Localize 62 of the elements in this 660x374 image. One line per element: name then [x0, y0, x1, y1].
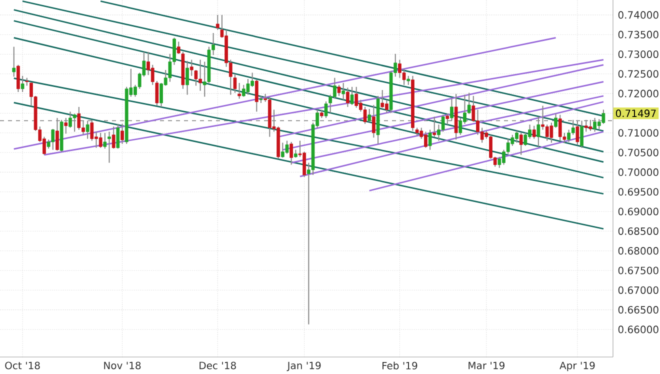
- y-tick-label: 0.73500: [618, 30, 658, 38]
- candlestick: [337, 84, 341, 96]
- candlestick: [176, 41, 180, 54]
- x-tick-label: Jan '19: [286, 362, 321, 372]
- candlestick: [363, 106, 367, 124]
- x-tick-label: Apr '19: [560, 362, 595, 372]
- x-tick-label: Dec '18: [200, 362, 236, 370]
- y-tick-label: 0.72000: [618, 90, 658, 98]
- candlestick: [233, 73, 237, 94]
- candlestick: [346, 87, 350, 108]
- candlestick: [324, 100, 328, 118]
- y-tick-label: 0.74000: [618, 11, 658, 19]
- candlestick: [155, 80, 159, 106]
- candlestick: [406, 75, 410, 86]
- x-tick-label: Nov '18: [104, 362, 141, 370]
- y-tick-label: 0.70500: [618, 148, 658, 156]
- y-tick-label: 0.73000: [618, 50, 658, 58]
- candlestick: [532, 125, 536, 140]
- candlestick: [519, 132, 523, 156]
- candlestick: [550, 122, 554, 144]
- candlestick: [545, 124, 549, 142]
- candlestick: [103, 132, 107, 150]
- y-tick-label: 0.66000: [618, 326, 658, 334]
- candlestick: [16, 64, 20, 93]
- candlestick: [51, 128, 55, 150]
- y-tick-label: 0.69500: [618, 188, 658, 196]
- candlestick: [116, 123, 120, 150]
- candlestick: [254, 79, 258, 112]
- candlestick: [108, 131, 111, 164]
- candlestick: [354, 86, 358, 108]
- candlestick: [524, 132, 528, 146]
- candlestick: [194, 69, 198, 86]
- x-tick-label: Oct '18: [5, 362, 40, 370]
- candlestick: [190, 59, 194, 76]
- y-tick-label: 0.67000: [618, 286, 658, 294]
- y-tick-label: 0.69000: [618, 208, 658, 216]
- candlestick: [342, 82, 346, 100]
- candlestick: [98, 132, 102, 148]
- text: 0.71497: [616, 110, 656, 118]
- y-tick-label: 0.68000: [618, 247, 658, 255]
- candlestick: [246, 78, 250, 96]
- y-tick-label: 0.70000: [618, 168, 658, 176]
- candlestick: [290, 141, 294, 166]
- x-tick-label: Feb '19: [382, 362, 418, 370]
- x-tick-label: Mar '19: [468, 362, 504, 370]
- candlestick: [350, 86, 354, 106]
- candlestick: [120, 123, 124, 144]
- candlestick: [428, 129, 432, 150]
- candlestick: [380, 89, 384, 108]
- y-tick-label: 0.68500: [618, 227, 658, 235]
- candlestick: [238, 82, 241, 100]
- y-tick-label: 0.66500: [618, 306, 658, 314]
- candlestick: [285, 140, 289, 154]
- candlestick: [150, 64, 154, 86]
- y-tick-label: 0.67500: [618, 266, 658, 274]
- candlestick: [112, 126, 116, 150]
- y-tick-label: 0.71000: [618, 129, 658, 137]
- candlestick: [20, 75, 24, 93]
- candlestick: [12, 46, 16, 78]
- y-tick-label: 0.72500: [618, 70, 658, 78]
- candlestick: [186, 60, 189, 96]
- candlestick: [216, 14, 220, 30]
